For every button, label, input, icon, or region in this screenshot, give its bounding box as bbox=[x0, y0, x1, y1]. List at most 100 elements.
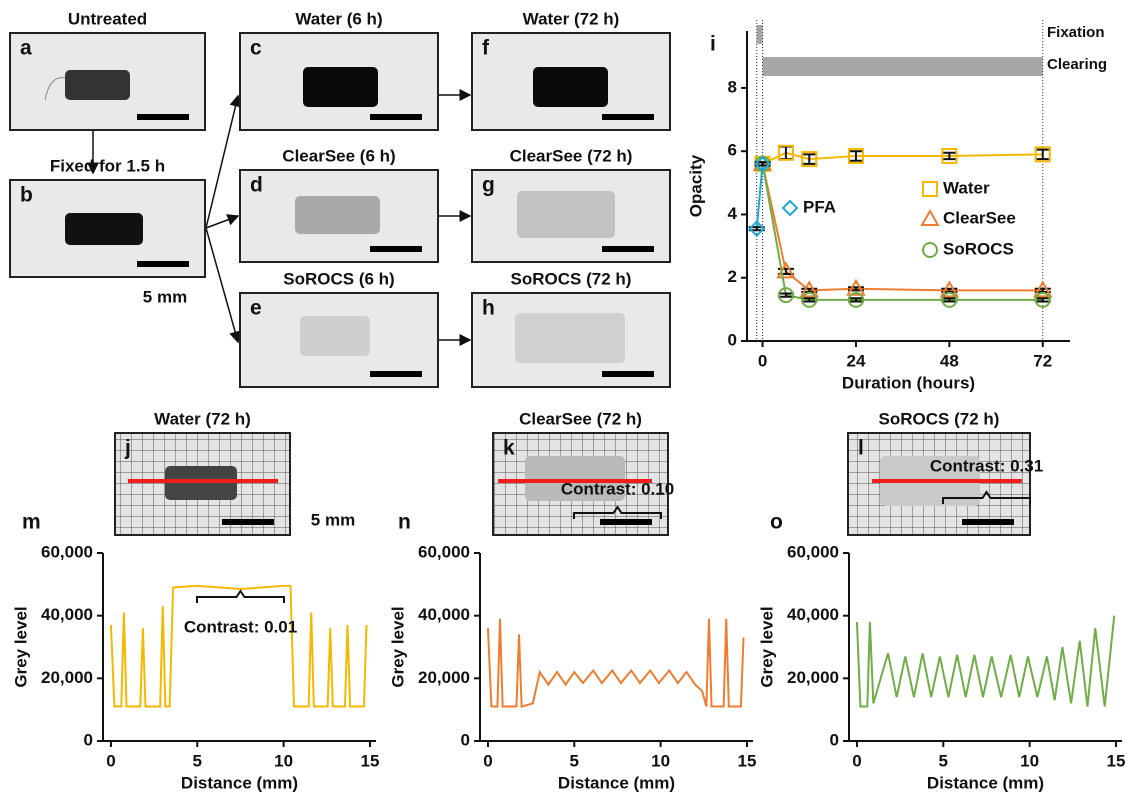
error-bar bbox=[801, 297, 818, 303]
brace bbox=[573, 505, 662, 519]
panel-title: Water (6 h) bbox=[295, 9, 382, 28]
panel-title: ClearSee (72 h) bbox=[510, 146, 633, 165]
panel-letter: a bbox=[20, 37, 32, 60]
specimen bbox=[295, 196, 380, 234]
y-axis-title: Grey level bbox=[11, 606, 30, 687]
x-tick-label: 48 bbox=[940, 351, 959, 370]
x-tick-label: 10 bbox=[274, 751, 293, 770]
phase-label: Fixation bbox=[1047, 24, 1105, 41]
legend-marker bbox=[781, 199, 799, 217]
panel-letter: b bbox=[20, 184, 33, 207]
panel-title: SoROCS (6 h) bbox=[283, 269, 394, 288]
x-tick-label: 0 bbox=[852, 751, 861, 770]
y-tick-label: 6 bbox=[728, 141, 737, 160]
x-tick-label: 15 bbox=[360, 751, 379, 770]
series-line bbox=[761, 163, 1043, 301]
series-line bbox=[762, 151, 1043, 165]
panel-letter: m bbox=[22, 511, 41, 534]
axes bbox=[746, 31, 1070, 342]
marker bbox=[801, 151, 818, 168]
photo-panel: f Water (72 h) bbox=[471, 9, 671, 131]
panel-letter: l bbox=[858, 437, 864, 460]
marker bbox=[847, 147, 864, 164]
marker bbox=[1034, 146, 1051, 163]
series-line bbox=[855, 615, 1116, 708]
error-bar bbox=[941, 151, 958, 161]
marker bbox=[801, 291, 818, 308]
panel-letter: j bbox=[124, 437, 131, 460]
marker bbox=[754, 155, 771, 173]
marker bbox=[777, 144, 794, 161]
scale-bar bbox=[370, 246, 422, 252]
fiber bbox=[44, 77, 66, 101]
x-tick-label: 15 bbox=[737, 751, 756, 770]
scale-bar bbox=[222, 519, 274, 525]
photo-panel: g ClearSee (72 h) bbox=[471, 146, 671, 263]
annotation: Contrast: 0.01 bbox=[184, 617, 297, 636]
marker bbox=[941, 147, 958, 164]
phase-bar bbox=[756, 25, 763, 44]
legend-label: SoROCS bbox=[943, 239, 1014, 258]
scale-label: 5 mm bbox=[143, 287, 187, 306]
panel-letter: e bbox=[250, 297, 262, 320]
error-bar bbox=[847, 297, 864, 303]
specimen bbox=[533, 67, 608, 107]
specimen bbox=[525, 456, 625, 501]
panel-title: ClearSee (6 h) bbox=[282, 146, 395, 165]
photo-panel: b Fixed for 1.5 h 5 mm bbox=[9, 156, 206, 306]
photo bbox=[114, 432, 291, 536]
panel-letter: f bbox=[482, 37, 490, 60]
legend-label: ClearSee bbox=[943, 208, 1016, 227]
y-tick-label: 60,000 bbox=[41, 542, 93, 561]
x-tick-label: 24 bbox=[847, 351, 866, 370]
panel-letter: i bbox=[710, 33, 716, 56]
scale-bar bbox=[370, 114, 422, 120]
y-axis-title: Opacity bbox=[686, 154, 705, 217]
legend-marker bbox=[922, 242, 938, 258]
annotation: Contrast: 0.10 bbox=[561, 479, 674, 498]
x-tick-label: 0 bbox=[758, 351, 767, 370]
panel-letter: n bbox=[398, 511, 411, 534]
x-tick-label: 5 bbox=[570, 751, 579, 770]
panel-title: Water (72 h) bbox=[154, 409, 251, 428]
y-tick-label: 0 bbox=[461, 730, 470, 749]
photo-panel: a Untreated bbox=[9, 9, 206, 131]
error-bar bbox=[847, 150, 864, 162]
x-tick-label: 15 bbox=[1106, 751, 1125, 770]
error-bar bbox=[1034, 148, 1051, 161]
marker bbox=[846, 278, 866, 296]
legend-label: Water bbox=[943, 178, 990, 197]
panel-letter: o bbox=[770, 511, 783, 534]
photo-panel: l SoROCS (72 h) bbox=[847, 409, 1031, 536]
y-tick-label: 8 bbox=[728, 77, 737, 96]
photo-panel: h SoROCS (72 h) bbox=[471, 269, 671, 388]
photo-panel: e SoROCS (6 h) bbox=[239, 269, 439, 388]
scale-bar bbox=[962, 519, 1014, 525]
x-axis-title: Duration (hours) bbox=[842, 373, 975, 392]
arrows bbox=[87, 89, 472, 346]
panel-letter: d bbox=[250, 174, 263, 197]
series-line bbox=[109, 584, 368, 708]
marker bbox=[847, 291, 864, 308]
chart: 0 20,000 40,000 60,000 0 5 10 15 Distance (mm) Gr… bbox=[388, 479, 756, 792]
photo-panel: j Water (72 h) 5 mm bbox=[114, 409, 355, 536]
y-tick-label: 0 bbox=[84, 730, 93, 749]
marker bbox=[748, 220, 766, 238]
panel-letter: g bbox=[482, 174, 495, 197]
scale-bar bbox=[602, 371, 654, 377]
y-tick-label: 60,000 bbox=[418, 542, 470, 561]
legend-label: PFA bbox=[803, 197, 836, 216]
axes bbox=[479, 553, 753, 742]
specimen bbox=[65, 213, 143, 245]
annotation: Contrast: 0.31 bbox=[930, 456, 1043, 475]
x-axis-title: Distance (mm) bbox=[558, 773, 675, 792]
y-tick-label: 20,000 bbox=[787, 668, 839, 687]
marker bbox=[939, 280, 960, 298]
brace bbox=[196, 589, 285, 603]
error-bar bbox=[777, 292, 794, 298]
brace bbox=[942, 490, 1031, 504]
marker bbox=[777, 287, 794, 304]
